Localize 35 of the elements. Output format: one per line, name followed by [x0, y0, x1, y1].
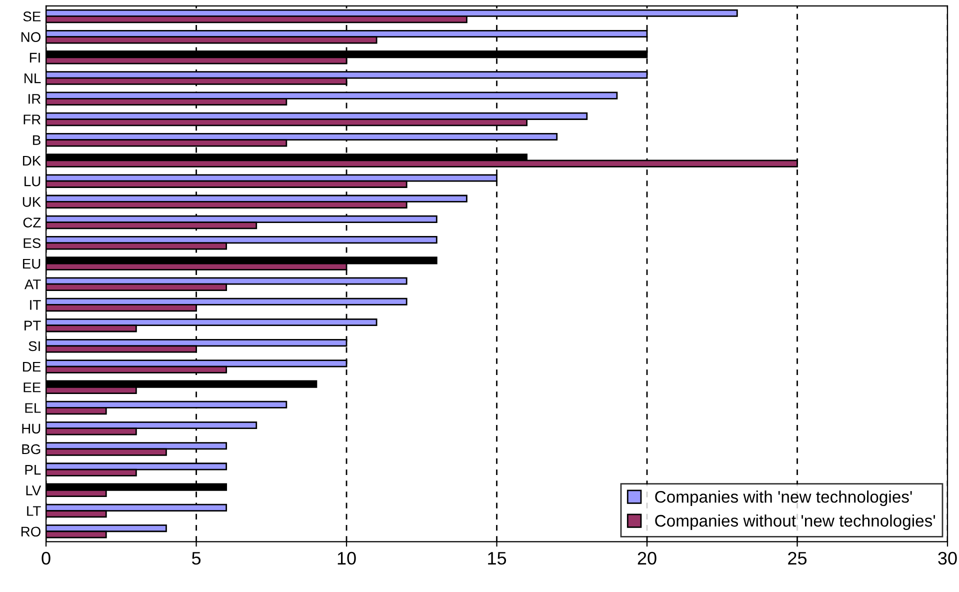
y-tick-label: SE — [23, 12, 41, 22]
y-tick-label: CZ — [23, 218, 41, 228]
legend-label: Companies without 'new technologies' — [655, 514, 936, 530]
y-tick-label: FI — [30, 52, 40, 62]
y-tick-label: LV — [26, 486, 42, 496]
y-tick-label: PT — [24, 320, 41, 330]
x-tick-label: 20 — [638, 552, 656, 565]
y-tick-label: EL — [25, 403, 41, 413]
y-tick-label: BG — [22, 444, 40, 454]
y-tick-label: EU — [23, 258, 40, 269]
y-tick-label: ES — [24, 238, 41, 248]
y-tick-label: EE — [24, 382, 41, 392]
x-tick-label: 30 — [938, 552, 957, 565]
y-tick-label: AT — [24, 280, 41, 290]
y-tick-label: HU — [22, 424, 40, 434]
x-tick-label: 15 — [488, 552, 506, 565]
y-tick-label: NL — [24, 74, 41, 84]
x-tick-label: 25 — [788, 552, 807, 565]
y-tick-label: DK — [23, 156, 42, 166]
y-tick-label: LU — [24, 176, 40, 186]
y-tick-label: UK — [22, 197, 42, 207]
y-tick-label: IT — [30, 300, 41, 310]
y-tick-label: DE — [23, 362, 41, 372]
y-tick-label: PL — [25, 465, 41, 475]
y-tick-label: RO — [21, 526, 41, 537]
y-tick-label: FR — [24, 114, 41, 124]
y-tick-label: NO — [21, 32, 41, 42]
y-tick-label: SI — [28, 341, 40, 352]
x-tick-label: 10 — [338, 552, 356, 565]
y-tick-label: B — [33, 135, 40, 145]
x-tick-label: 5 — [192, 552, 201, 565]
x-tick-label: 0 — [42, 552, 50, 565]
y-tick-label: LT — [27, 506, 41, 516]
y-tick-label: IR — [28, 94, 41, 104]
legend-label: Companies with 'new technologies' — [655, 490, 912, 506]
